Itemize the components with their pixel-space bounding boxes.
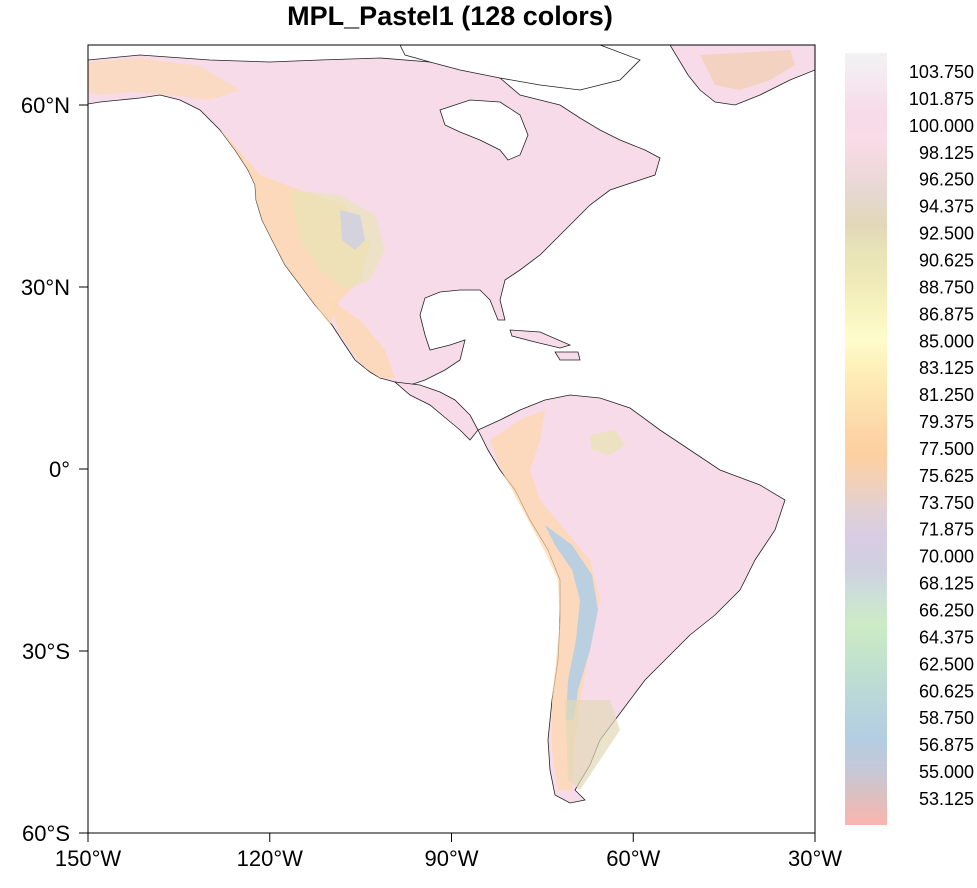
colorbar-label: 100.000 [909, 116, 974, 136]
land-layer [88, 45, 815, 804]
x-axis: 150°W 120°W 90°W 60°W 30°W [55, 833, 842, 871]
y-tick-label: 60°N [21, 93, 70, 118]
x-tick-label: 120°W [237, 846, 304, 871]
great-plains-highland [290, 190, 385, 290]
y-tick-label: 30°N [21, 275, 70, 300]
colorbar-label: 77.500 [919, 439, 974, 459]
colorbar-label: 70.000 [919, 547, 974, 567]
x-tick-label: 60°W [606, 846, 660, 871]
colorbar-label: 66.250 [919, 601, 974, 621]
colorbar [845, 53, 887, 825]
colorbar-label: 62.500 [919, 654, 974, 674]
y-tick-label: 60°S [22, 821, 70, 846]
colorbar-label: 64.375 [919, 627, 974, 647]
y-tick-label: 0° [49, 457, 70, 482]
patagonia [565, 700, 620, 790]
y-axis: 60°N 30°N 0° 30°S 60°S [21, 93, 88, 846]
colorbar-label: 88.750 [919, 277, 974, 297]
x-tick-label: 30°W [788, 846, 842, 871]
colorbar-label: 79.375 [919, 412, 974, 432]
colorbar-label: 68.125 [919, 574, 974, 594]
colorbar-label: 75.625 [919, 466, 974, 486]
colorbar-label: 56.875 [919, 735, 974, 755]
rocky-mountains [160, 95, 370, 325]
x-tick-label: 90°W [424, 846, 478, 871]
colorbar-label: 92.500 [919, 224, 974, 244]
colorbar-label: 83.125 [919, 358, 974, 378]
colorbar-label: 86.875 [919, 304, 974, 324]
colorbar-label: 58.750 [919, 708, 974, 728]
colorado-plateau [340, 210, 365, 250]
hudson-bay [439, 99, 529, 161]
colorbar-label: 85.000 [919, 331, 974, 351]
greenland-icecap [700, 50, 795, 90]
x-tick-label: 150°W [55, 846, 122, 871]
colorbar-label: 103.750 [909, 62, 974, 82]
colorbar-label: 98.125 [919, 143, 974, 163]
colorbar-label: 55.000 [919, 762, 974, 782]
central-america [393, 381, 479, 441]
colorbar-label: 96.250 [919, 170, 974, 190]
colorbar-label: 81.250 [919, 385, 974, 405]
chart-title: MPL_Pastel1 (128 colors) [287, 1, 613, 31]
colorbar-label: 101.875 [909, 89, 974, 109]
colorbar-label: 71.875 [919, 520, 974, 540]
colorbar-label: 53.125 [919, 789, 974, 809]
guiana-highlands [590, 430, 625, 455]
arctic-water [399, 45, 641, 91]
cuba [509, 329, 572, 349]
colorbar-labels: 103.750 101.875 100.000 98.125 96.250 94.375 9… [909, 62, 974, 809]
andes-altiplano [545, 525, 598, 720]
colorbar-label: 94.375 [919, 197, 974, 217]
y-tick-label: 30°S [22, 639, 70, 664]
colorbar-label: 90.625 [919, 250, 974, 270]
colorbar-label: 73.750 [919, 493, 974, 513]
alaska-highland [88, 58, 240, 100]
hispaniola [554, 351, 581, 361]
colorbar-label: 60.625 [919, 681, 974, 701]
mexico-highlands [330, 300, 395, 378]
